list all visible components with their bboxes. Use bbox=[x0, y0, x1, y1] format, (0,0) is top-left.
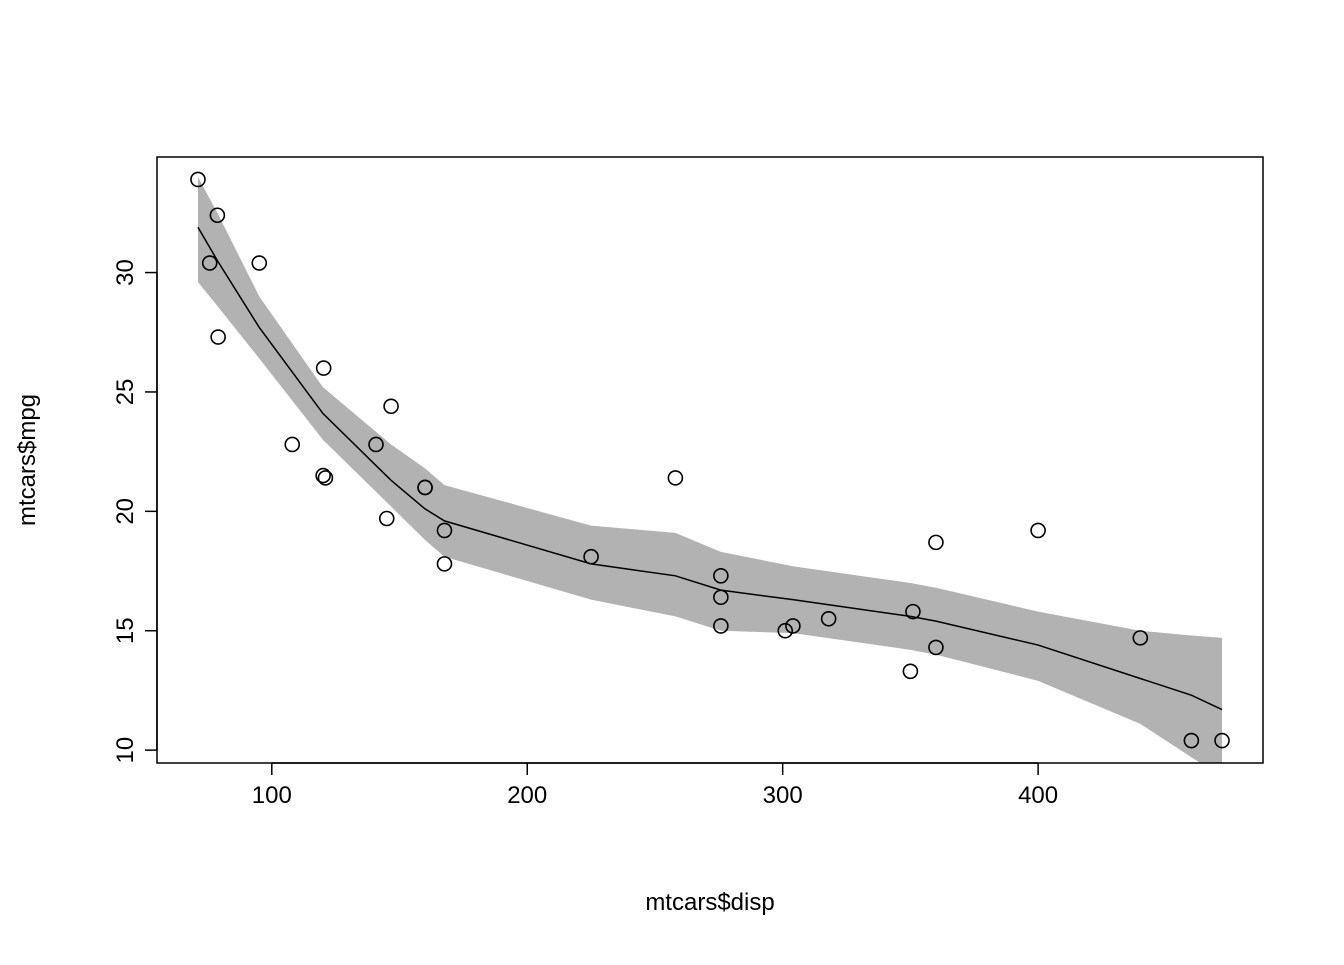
data-point bbox=[713, 589, 729, 606]
data-point bbox=[190, 171, 206, 188]
data-point bbox=[209, 207, 226, 224]
data-point bbox=[902, 663, 919, 680]
data-point bbox=[777, 622, 794, 639]
x-tick-label: 200 bbox=[507, 782, 547, 809]
data-point bbox=[1030, 522, 1046, 539]
data-point bbox=[417, 479, 433, 496]
data-point bbox=[201, 255, 218, 271]
y-tick-label: 25 bbox=[112, 379, 139, 406]
data-point bbox=[1183, 732, 1200, 749]
data-point bbox=[583, 548, 599, 565]
x-axis-label: mtcars$disp bbox=[645, 889, 774, 916]
data-point bbox=[378, 510, 395, 527]
y-axis-label: mtcars$mpg bbox=[14, 394, 41, 526]
data-point bbox=[436, 556, 453, 572]
data-point bbox=[667, 470, 684, 486]
data-point bbox=[713, 618, 729, 634]
data-point bbox=[315, 360, 332, 376]
data-point bbox=[1214, 732, 1230, 749]
x-tick-label: 100 bbox=[252, 782, 292, 809]
x-tick-label: 300 bbox=[763, 782, 803, 809]
data-point bbox=[317, 470, 334, 486]
data-point bbox=[928, 639, 944, 656]
y-tick-label: 10 bbox=[112, 737, 139, 764]
x-tick-label: 400 bbox=[1018, 782, 1058, 809]
data-point bbox=[383, 398, 399, 415]
data-point bbox=[210, 329, 226, 345]
y-tick-label: 20 bbox=[112, 498, 139, 525]
smooth-line bbox=[197, 226, 1223, 711]
y-tick-label: 30 bbox=[112, 259, 139, 286]
data-point bbox=[315, 467, 331, 484]
data-point bbox=[436, 522, 453, 539]
y-tick-label: 15 bbox=[112, 617, 139, 644]
data-point bbox=[785, 618, 801, 634]
data-point bbox=[928, 534, 944, 551]
data-point bbox=[713, 568, 729, 584]
data-point bbox=[905, 603, 921, 620]
data-point bbox=[284, 436, 301, 453]
data-point bbox=[1132, 630, 1149, 646]
data-point bbox=[251, 255, 268, 271]
data-point bbox=[368, 436, 384, 453]
confidence-band bbox=[197, 177, 1223, 763]
data-point bbox=[820, 610, 837, 627]
